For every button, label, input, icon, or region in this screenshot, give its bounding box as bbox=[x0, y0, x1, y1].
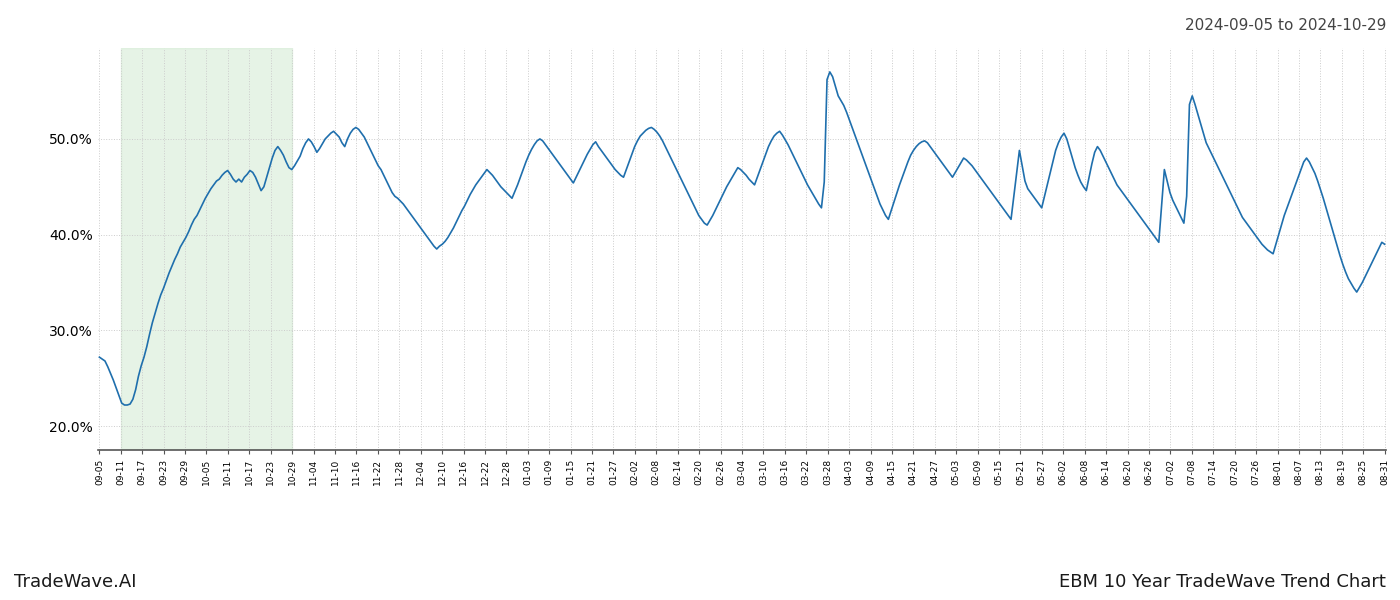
Text: TradeWave.AI: TradeWave.AI bbox=[14, 573, 137, 591]
Text: 2024-09-05 to 2024-10-29: 2024-09-05 to 2024-10-29 bbox=[1184, 18, 1386, 33]
Text: EBM 10 Year TradeWave Trend Chart: EBM 10 Year TradeWave Trend Chart bbox=[1060, 573, 1386, 591]
Bar bbox=[120, 48, 293, 450]
